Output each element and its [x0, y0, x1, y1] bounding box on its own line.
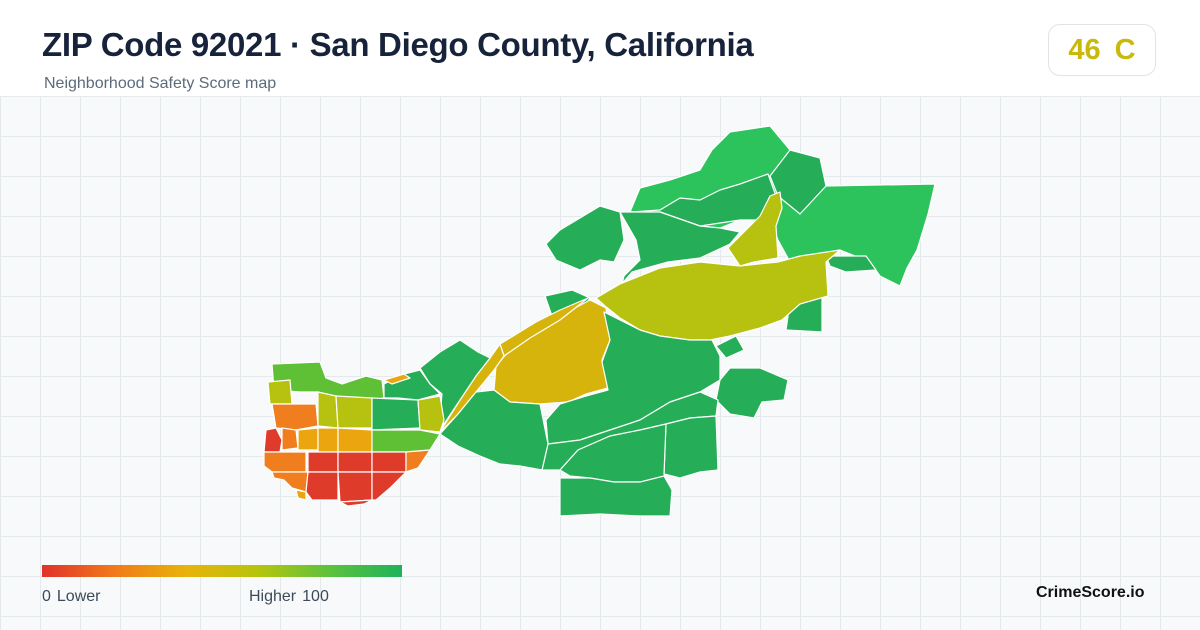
map-region[interactable] — [715, 335, 745, 359]
map-region[interactable] — [337, 471, 373, 503]
map-region[interactable] — [307, 451, 339, 473]
map-region[interactable] — [263, 427, 283, 453]
map-region[interactable] — [825, 255, 877, 273]
legend-low-text: Lower — [56, 588, 101, 605]
map-region[interactable] — [559, 475, 673, 517]
legend-high-text: Higher — [249, 588, 297, 605]
map-region[interactable] — [371, 471, 407, 501]
map-region[interactable] — [305, 471, 339, 501]
map-region[interactable] — [295, 489, 307, 501]
map-region[interactable] — [419, 339, 491, 425]
map-region[interactable] — [271, 403, 319, 431]
safety-score-value: 46 — [1068, 33, 1101, 66]
map-region[interactable] — [297, 427, 319, 451]
map-region[interactable] — [267, 379, 293, 405]
map-region[interactable] — [371, 429, 441, 453]
map-region[interactable] — [317, 427, 339, 453]
map-region[interactable] — [339, 499, 373, 507]
page-subtitle: Neighborhood Safety Score map — [44, 75, 277, 92]
map-region[interactable] — [371, 451, 407, 473]
map-region[interactable] — [271, 471, 309, 493]
map-region[interactable] — [499, 297, 589, 357]
legend-low-value: 0 — [42, 588, 51, 605]
legend-high-value: 100 — [302, 588, 329, 605]
legend-low-label: 0 Lower — [42, 588, 100, 606]
legend-gradient-bar — [42, 565, 402, 577]
brand-logo-text: CrimeScore.io — [1036, 584, 1145, 601]
legend-high-label: Higher 100 — [249, 588, 329, 606]
map-region[interactable] — [545, 205, 625, 271]
map-region[interactable] — [337, 451, 373, 473]
map-region[interactable] — [337, 427, 373, 453]
map-region[interactable] — [727, 191, 783, 267]
map-region[interactable] — [281, 427, 299, 451]
map-region[interactable] — [599, 211, 741, 301]
map-region[interactable] — [263, 451, 307, 473]
map-region[interactable] — [769, 149, 827, 215]
map-region[interactable] — [335, 395, 373, 429]
page-title: ZIP Code 92021 · San Diego County, Calif… — [42, 26, 754, 63]
safety-score-badge: 46 C — [1048, 24, 1156, 76]
header-bar — [0, 0, 1200, 97]
map-region[interactable] — [371, 397, 421, 431]
safety-grade: C — [1114, 33, 1136, 66]
map-region[interactable] — [317, 391, 339, 429]
map-region[interactable] — [715, 367, 789, 419]
map-region[interactable] — [383, 373, 411, 385]
map-region[interactable] — [439, 389, 549, 471]
map-region[interactable] — [405, 449, 431, 473]
map-region[interactable] — [417, 395, 445, 433]
map-region[interactable] — [663, 415, 719, 479]
